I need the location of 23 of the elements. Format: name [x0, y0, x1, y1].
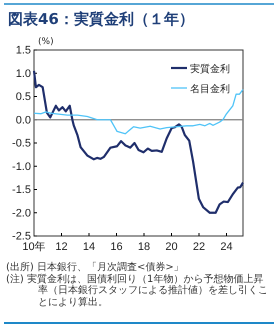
- y-tick-label: 0.5: [16, 91, 31, 104]
- y-tick-label: -1.5: [12, 184, 31, 196]
- x-tick-label: 24: [220, 240, 233, 253]
- x-tick-label: 10年: [22, 240, 46, 253]
- text: (注) 実質金利は、国債利回り（1年物）から予想物価上昇率（日本銀行スタッフによる推計値）を差し引くことにより算出。: [6, 274, 269, 308]
- x-tick-label: 18: [138, 240, 150, 253]
- y-tick-label: -1.0: [12, 160, 31, 173]
- y-tick-label: -2.5: [12, 230, 31, 243]
- y-tick-label: 0.0: [16, 114, 31, 126]
- text: (出所) 日本銀行、「月次調査<債券>」: [6, 262, 185, 274]
- x-tick-label: 20: [165, 240, 178, 253]
- y-tick-label: -2.0: [12, 207, 31, 220]
- y-tick-label: 1.0: [16, 68, 31, 80]
- y-tick-label: -0.5: [12, 138, 31, 150]
- legend-label: 名目金利: [190, 83, 230, 95]
- x-tick-label: 16: [110, 240, 123, 253]
- x-tick-label: 14: [82, 240, 96, 253]
- chart-title: 図表46：実質金利（１年）: [8, 10, 194, 28]
- y-tick-label: 1.5: [16, 44, 31, 57]
- legend-label: 実質金利: [190, 63, 230, 75]
- y-axis-title: (%): [38, 37, 54, 47]
- x-tick-label: 22: [192, 240, 206, 253]
- x-tick-label: 12: [55, 240, 68, 253]
